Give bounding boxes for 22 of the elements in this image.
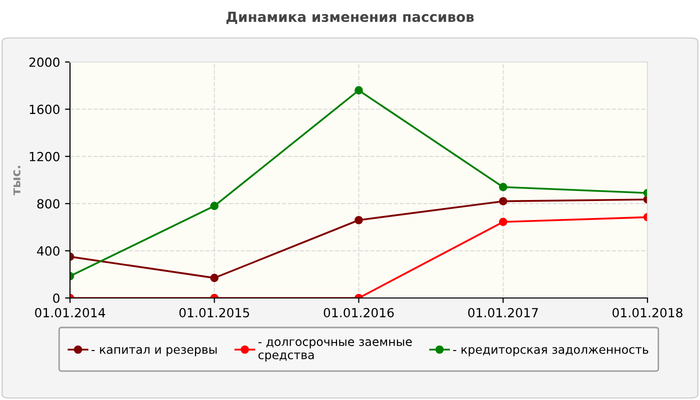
y-tick-label: 400 xyxy=(37,246,60,256)
point xyxy=(210,274,219,282)
legend-label: - кредиторская задолженность xyxy=(453,347,648,356)
legend-label: - капитал и резервы xyxy=(92,347,217,356)
point xyxy=(354,86,363,94)
chart-title: Динамика изменения пассивов xyxy=(226,12,474,24)
y-tick-label: 1200 xyxy=(30,152,60,162)
y-tick-label: 1600 xyxy=(30,104,60,114)
point xyxy=(210,202,219,210)
point xyxy=(354,216,363,224)
x-tick-label: 01.01.2017 xyxy=(468,308,538,318)
x-tick-label: 01.01.2016 xyxy=(324,308,394,318)
y-tick-label: 2000 xyxy=(29,57,60,67)
x-tick-label: 01.01.2018 xyxy=(612,308,682,318)
x-tick-label: 01.01.2014 xyxy=(35,308,106,318)
y-axis-title: тыс. xyxy=(13,166,20,196)
legend-label: - долгосрочные заемные средства xyxy=(258,339,412,362)
y-tick-label: 800 xyxy=(37,199,60,209)
point xyxy=(498,182,508,192)
y-tick-label: 0 xyxy=(53,293,60,303)
point xyxy=(498,197,508,206)
x-tick-label: 01.01.2015 xyxy=(179,308,250,318)
